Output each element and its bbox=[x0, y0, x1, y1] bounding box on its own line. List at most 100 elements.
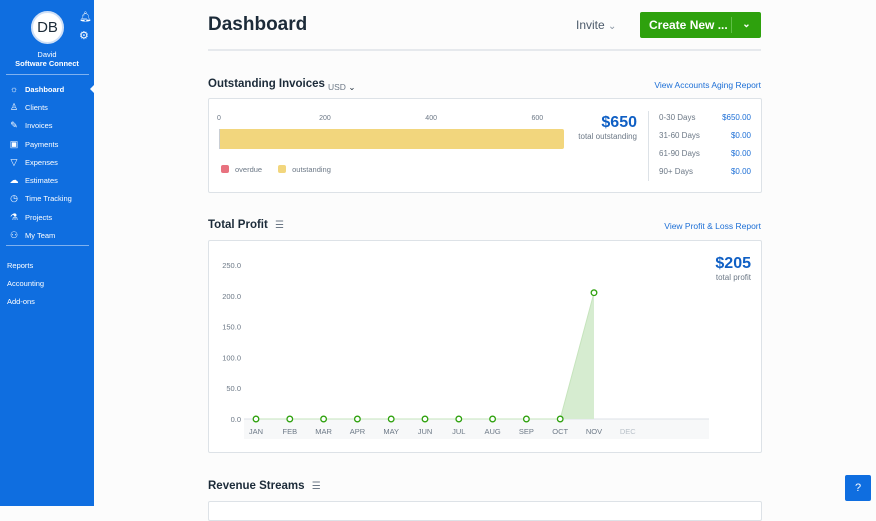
profit-area bbox=[256, 292, 594, 419]
data-point-oct[interactable] bbox=[556, 415, 564, 423]
sidebar-item-my-team[interactable]: ⚇ My Team bbox=[0, 226, 94, 244]
sidebar-item-label: Invoices bbox=[25, 121, 53, 131]
sidebar-item-label: My Team bbox=[25, 231, 56, 241]
axis-tick: 200 bbox=[319, 115, 331, 122]
sidebar-item-label: Payments bbox=[25, 139, 59, 149]
profit-chart: 0.0 50.0 100.0 150.0 200.0 250.0 JAN FEB MAR APR M… bbox=[222, 261, 709, 439]
sidebar-item-add-ons[interactable]: Add-ons bbox=[7, 297, 35, 306]
company-name: Software Connect bbox=[15, 58, 79, 68]
invite-label: Invite bbox=[576, 18, 605, 32]
sidebar-item-dashboard[interactable]: ☼ Dashboard bbox=[0, 80, 94, 98]
page-title: Dashboard bbox=[208, 14, 308, 35]
invoices-title: Outstanding Invoices bbox=[208, 78, 325, 90]
axis-tick: 0 bbox=[217, 115, 221, 122]
divider bbox=[6, 245, 89, 246]
data-point-feb[interactable] bbox=[286, 415, 294, 423]
aging-row: 31-60 Days $0.00 bbox=[659, 131, 751, 149]
sidebar-item-label: Expenses bbox=[25, 157, 58, 167]
sidebar-item-clients[interactable]: ♙ Clients bbox=[0, 98, 94, 116]
x-tick-label: FEB bbox=[283, 427, 298, 436]
help-chat-icon[interactable]: ? bbox=[845, 475, 871, 501]
revenue-card bbox=[208, 501, 762, 521]
user-name: David bbox=[37, 50, 57, 59]
legend-label: outstanding bbox=[292, 165, 331, 174]
currency-value: USD bbox=[328, 82, 346, 92]
profit-title: Total Profit ☰ bbox=[208, 219, 284, 231]
sidebar-item-payments[interactable]: ▣ Payments bbox=[0, 135, 94, 153]
sidebar-item-time-tracking[interactable]: ◷ Time Tracking bbox=[0, 190, 94, 208]
total-profit-label: total profit bbox=[715, 273, 751, 282]
legend-label: overdue bbox=[235, 165, 263, 174]
y-tick-label: 100.0 bbox=[222, 353, 241, 362]
x-tick-label: MAY bbox=[383, 427, 399, 436]
sidebar-item-label: Estimates bbox=[25, 176, 58, 186]
data-point-jul[interactable] bbox=[455, 415, 463, 423]
divider bbox=[648, 111, 649, 181]
aging-label: 0-30 Days bbox=[659, 113, 696, 122]
currency-select[interactable]: USD ⌄ bbox=[328, 82, 355, 93]
client-icon: ♙ bbox=[9, 101, 19, 112]
revenue-title-text: Revenue Streams bbox=[208, 480, 305, 492]
y-tick-label: 250.0 bbox=[222, 261, 241, 270]
aging-value[interactable]: $650.00 bbox=[722, 113, 751, 122]
invoice-icon: ✎ bbox=[10, 120, 18, 131]
aging-report-link[interactable]: View Accounts Aging Report bbox=[654, 80, 761, 90]
data-point-apr[interactable] bbox=[353, 415, 361, 423]
team-icon: ⚇ bbox=[9, 230, 19, 241]
data-point-mar[interactable] bbox=[320, 415, 328, 423]
data-point-sep[interactable] bbox=[522, 415, 530, 423]
x-tick-label: NOV bbox=[586, 427, 602, 436]
sidebar-item-accounting[interactable]: Accounting bbox=[7, 279, 45, 288]
aging-value[interactable]: $0.00 bbox=[730, 131, 751, 140]
sidebar: DB 🔔︎ ⚙ David Software Connect ☼ Dashboard… bbox=[0, 0, 94, 506]
sidebar-item-label: Dashboard bbox=[25, 84, 65, 94]
stopwatch-icon: ◷ bbox=[10, 193, 18, 204]
gear-icon[interactable]: ⚙ bbox=[79, 30, 89, 42]
sidebar-item-reports[interactable]: Reports bbox=[7, 261, 34, 270]
profit-title-text: Total Profit bbox=[208, 219, 268, 231]
profit-loss-link[interactable]: View Profit & Loss Report bbox=[664, 221, 761, 231]
data-point-may[interactable] bbox=[387, 415, 395, 423]
sidebar-item-estimates[interactable]: ☁ Estimates bbox=[0, 171, 94, 189]
revenue-title: Revenue Streams ☰ bbox=[208, 480, 321, 492]
sidebar-item-expenses[interactable]: ▽ Expenses bbox=[0, 153, 94, 171]
axis-tick: 400 bbox=[425, 115, 437, 122]
x-tick-label: OCT bbox=[552, 427, 568, 436]
sidebar-item-label: Clients bbox=[25, 102, 48, 112]
x-tick-label: DEC bbox=[620, 427, 636, 436]
divider bbox=[6, 74, 89, 75]
invite-button[interactable]: Invite ⌄ bbox=[576, 18, 616, 32]
cloud-icon: ☁ bbox=[9, 175, 19, 186]
invoice-bar-track bbox=[219, 129, 564, 149]
sun-icon: ☼ bbox=[9, 84, 19, 95]
data-point-jun[interactable] bbox=[421, 415, 429, 423]
y-tick-label: 50.0 bbox=[226, 384, 241, 393]
sidebar-item-projects[interactable]: ⚗ Projects bbox=[0, 208, 94, 226]
aging-value[interactable]: $0.00 bbox=[730, 167, 751, 176]
x-axis-band bbox=[244, 419, 709, 439]
user-info[interactable]: David Software Connect bbox=[0, 50, 94, 68]
data-point-jan[interactable] bbox=[252, 415, 260, 423]
x-tick-label: SEP bbox=[519, 427, 534, 436]
x-tick-label: JAN bbox=[249, 427, 263, 436]
outstanding-bar[interactable] bbox=[220, 129, 564, 149]
filter-icon[interactable]: ☰ bbox=[275, 220, 285, 231]
data-point-aug[interactable] bbox=[489, 415, 497, 423]
create-new-button[interactable]: Create New ... ⌄ bbox=[640, 12, 761, 38]
sidebar-item-invoices[interactable]: ✎ Invoices bbox=[0, 117, 94, 135]
axis-tick: 600 bbox=[531, 115, 544, 122]
avatar[interactable]: DB bbox=[31, 11, 64, 44]
y-tick-label: 150.0 bbox=[222, 323, 241, 332]
chevron-down-icon: ⌄ bbox=[608, 21, 617, 32]
x-tick-label: JUN bbox=[418, 427, 433, 436]
data-point-nov[interactable] bbox=[590, 289, 598, 297]
total-outstanding-value: $650 bbox=[601, 114, 637, 131]
aging-value[interactable]: $0.00 bbox=[730, 149, 751, 158]
bell-icon[interactable]: 🔔︎ bbox=[79, 12, 92, 23]
wallet-icon: ▣ bbox=[9, 138, 19, 149]
invoices-card: 0 200 400 600 overdue outstanding $650 tota… bbox=[208, 98, 762, 193]
chevron-down-icon: ⌄ bbox=[348, 82, 356, 92]
chevron-down-icon[interactable]: ⌄ bbox=[731, 17, 761, 33]
filter-icon[interactable]: ☰ bbox=[311, 481, 321, 492]
x-tick-label: AUG bbox=[484, 427, 500, 436]
